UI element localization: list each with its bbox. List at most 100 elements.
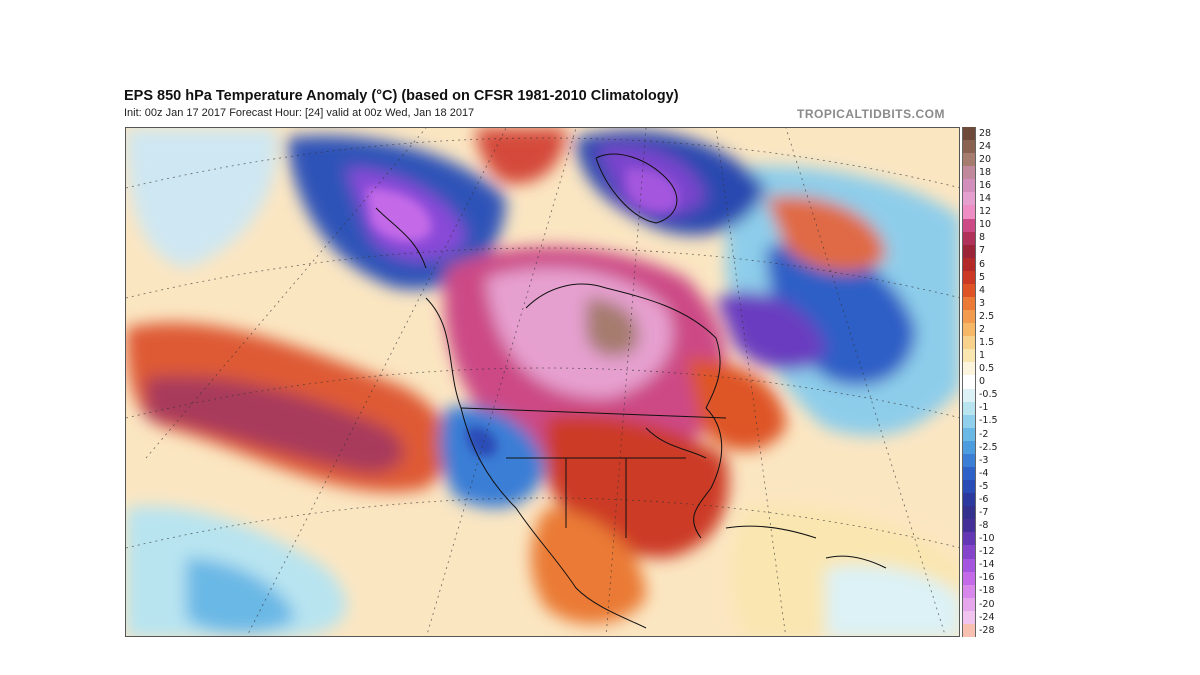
colorbar-entry: -1 [962,401,1008,415]
colorbar-swatch [962,414,976,428]
colorbar-label: -18 [979,585,995,597]
colorbar-swatch [962,467,976,481]
colorbar-label: 18 [979,167,992,178]
colorbar-swatch [962,427,976,441]
colorbar-entry: -6 [962,493,1008,507]
colorbar-swatch [962,453,976,467]
colorbar-label: 0 [979,376,986,388]
colorbar-entry: -14 [962,558,1008,572]
colorbar-swatch [962,205,976,219]
colorbar-label: -14 [979,559,995,571]
colorbar-entry: 3 [962,297,1008,311]
colorbar-entry: 0 [962,375,1008,389]
colorbar-label: -6 [979,493,989,505]
colorbar-label: 6 [979,258,986,270]
colorbar-label: -10 [979,533,995,545]
colorbar-entry: 7 [962,244,1008,258]
colorbar-swatch [962,270,976,284]
colorbar-entry: -24 [962,610,1008,624]
colorbar-entry: 2 [962,323,1008,337]
colorbar-entry: 12 [962,205,1008,219]
colorbar-entry: 24 [962,140,1008,154]
colorbar-swatch [962,597,976,611]
colorbar-label: -1 [979,402,989,414]
forecast-info: Init: 00z Jan 17 2017 Forecast Hour: [24… [124,107,475,119]
colorbar-label: -8 [979,520,989,532]
colorbar-label: 12 [979,206,992,218]
colorbar-swatch [962,558,976,572]
colorbar-label: 3 [979,297,986,309]
colorbar-swatch [962,218,976,232]
colorbar-entry: -0.5 [962,388,1008,402]
colorbar-swatch [962,532,976,546]
colorbar-entry: -1.5 [962,414,1008,428]
colorbar-swatch [962,440,976,454]
colorbar-label: -7 [979,507,989,518]
colorbar-label: 0.5 [979,363,995,375]
colorbar-entry: -8 [962,519,1008,533]
colorbar-label: -2 [979,428,989,440]
colorbar-entry: -2 [962,427,1008,441]
colorbar-label: -28 [979,624,995,636]
colorbar-swatch [962,140,976,154]
colorbar-swatch [962,336,976,350]
colorbar-swatch [962,127,976,141]
colorbar-label: -24 [979,611,995,623]
colorbar-entry: 0.5 [962,362,1008,376]
colorbar-swatch [962,388,976,402]
colorbar-label: -5 [979,480,989,492]
colorbar-entry: 18 [962,166,1008,180]
colorbar-label: -16 [979,572,995,584]
colorbar-entry: -7 [962,506,1008,520]
colorbar-label: 4 [979,284,986,296]
anomaly-map [125,127,960,637]
colorbar-label: 7 [979,245,986,257]
colorbar-label: -3 [979,454,989,466]
colorbar-entry: -2.5 [962,440,1008,454]
colorbar-swatch [962,584,976,598]
colorbar-swatch [962,323,976,337]
colorbar-swatch [962,493,976,507]
colorbar-swatch [962,362,976,376]
colorbar-label: 2 [979,323,986,335]
colorbar-swatch [962,166,976,180]
colorbar-label: 5 [979,271,986,283]
colorbar-entry: 4 [962,283,1008,297]
colorbar-swatch [962,480,976,494]
colorbar-label: -20 [979,598,995,610]
colorbar-label: -0.5 [979,389,998,401]
colorbar-entry: -20 [962,597,1008,611]
colorbar-entry: 16 [962,179,1008,193]
colorbar-label: 1 [979,350,986,362]
colorbar-swatch [962,192,976,206]
colorbar-label: 20 [979,153,992,165]
colorbar-entry: 5 [962,270,1008,284]
colorbar-entry: -5 [962,480,1008,494]
colorbar-label: 24 [979,140,992,152]
colorbar-entry: 20 [962,153,1008,167]
colorbar-swatch [962,257,976,271]
colorbar-label: -4 [979,467,989,479]
colorbar-entry: -18 [962,584,1008,598]
colorbar-label: 16 [979,180,992,192]
colorbar-entry: -28 [962,623,1008,637]
colorbar-label: 8 [979,232,986,244]
colorbar-label: -2.5 [979,441,998,453]
colorbar-swatch [962,623,976,637]
colorbar-label: 10 [979,219,992,231]
colorbar-entry: 1 [962,349,1008,363]
colorbar-swatch [962,297,976,311]
colorbar-entry: 10 [962,218,1008,232]
colorbar-label: 2.5 [979,310,995,322]
colorbar-swatch [962,506,976,520]
colorbar-entry: 1.5 [962,336,1008,350]
colorbar-swatch [962,610,976,624]
colorbar-swatch [962,401,976,415]
colorbar-swatch [962,310,976,324]
colorbar-label: 28 [979,127,992,139]
colorbar-swatch [962,231,976,245]
map-title: EPS 850 hPa Temperature Anomaly (°C) (ba… [124,88,679,104]
colorbar-entry: -4 [962,467,1008,481]
colorbar-entry: -12 [962,545,1008,559]
colorbar-swatch [962,349,976,363]
